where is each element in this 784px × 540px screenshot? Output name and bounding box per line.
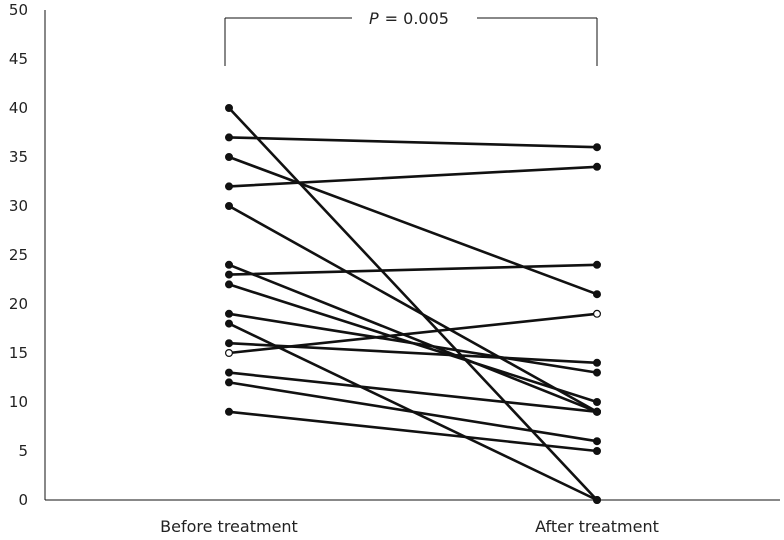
- series-line: [227, 312, 599, 374]
- y-tick-label: 50: [9, 1, 28, 19]
- axes: [44, 10, 780, 501]
- y-tick-label: 40: [9, 99, 28, 117]
- before-point: [225, 407, 234, 416]
- y-tick-label: 10: [9, 393, 28, 411]
- series-line: [227, 165, 599, 188]
- series-line: [227, 155, 599, 296]
- after-point: [592, 309, 601, 318]
- series-line: [227, 263, 599, 414]
- series-line: [227, 204, 599, 414]
- before-point: [225, 319, 234, 328]
- before-point: [225, 103, 234, 112]
- series-line: [227, 371, 599, 414]
- before-point: [225, 339, 234, 348]
- before-point: [225, 349, 234, 358]
- before-point: [225, 202, 234, 211]
- y-tick-label: 30: [9, 197, 28, 215]
- before-point: [225, 378, 234, 387]
- series-lines: [227, 106, 599, 502]
- after-point: [592, 143, 601, 152]
- series-line: [227, 312, 599, 355]
- x-category-labels: Before treatment After treatment: [160, 517, 659, 536]
- after-point: [592, 496, 601, 505]
- series-line: [227, 381, 599, 443]
- after-point: [592, 407, 601, 416]
- p-value-symbol: P: [369, 9, 379, 28]
- series-line: [227, 263, 599, 276]
- after-point: [592, 290, 601, 299]
- series-line: [227, 136, 599, 149]
- after-point: [592, 358, 601, 367]
- after-point: [592, 398, 601, 407]
- y-tick-label: 20: [9, 295, 28, 313]
- y-tick-label: 45: [9, 50, 28, 68]
- y-tick-label: 35: [9, 148, 28, 166]
- y-ticks: 0 5 10 15 20 25 30 35 40 45 50: [9, 1, 28, 509]
- before-point: [225, 270, 234, 279]
- before-point: [225, 133, 234, 142]
- series-points: [225, 103, 601, 505]
- significance-bracket: P = 0.005: [224, 9, 598, 66]
- x-category-label: After treatment: [535, 517, 659, 536]
- after-point: [592, 447, 601, 456]
- before-point: [225, 280, 234, 289]
- after-point: [592, 437, 601, 446]
- before-point: [225, 309, 234, 318]
- before-point: [225, 182, 234, 191]
- before-point: [225, 260, 234, 269]
- after-point: [592, 368, 601, 377]
- after-point: [592, 162, 601, 171]
- series-line: [227, 106, 599, 502]
- y-tick-label: 0: [18, 491, 28, 509]
- y-tick-label: 5: [18, 442, 28, 460]
- after-point: [592, 260, 601, 269]
- p-value-number: = 0.005: [385, 9, 449, 28]
- before-point: [225, 368, 234, 377]
- p-value-annotation: P = 0.005: [369, 9, 449, 28]
- before-point: [225, 153, 234, 162]
- x-category-label: Before treatment: [160, 517, 298, 536]
- y-tick-label: 15: [9, 344, 28, 362]
- y-tick-label: 25: [9, 246, 28, 264]
- series-line: [227, 410, 599, 453]
